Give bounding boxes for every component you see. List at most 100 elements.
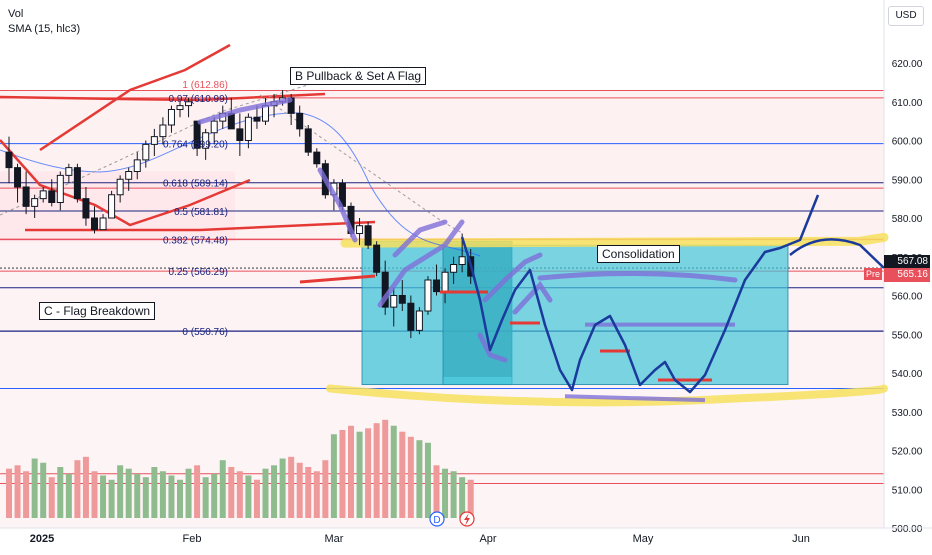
price-axis-tick-label: 510.00: [892, 485, 923, 496]
dividend-icon-circle: [429, 511, 445, 527]
candle-body: [167, 109, 175, 126]
breakdown-annotation[interactable]: C - Flag Breakdown: [39, 302, 156, 320]
time-axis-tick-label: Mar: [325, 533, 344, 545]
candle-body: [108, 194, 116, 219]
purple-freehand-7: [537, 270, 738, 283]
candle-body: [296, 112, 304, 130]
candle-body: [31, 198, 39, 207]
volume-bar: [91, 471, 98, 518]
purple-freehand-2: [392, 219, 448, 258]
price-axis-tick-label: 520.00: [892, 447, 923, 458]
volume-bar: [424, 442, 431, 518]
candle-body: [364, 225, 372, 246]
candle-body: [65, 167, 73, 176]
scenario-projection-path: [460, 194, 820, 394]
purple-range-bottom: [564, 394, 706, 403]
candle-body: [116, 178, 124, 196]
red-marker-0: [299, 274, 376, 284]
volume-bar: [142, 477, 149, 518]
volume-bar: [159, 471, 166, 518]
volume-bar: [390, 425, 397, 518]
price-axis-tick-label: 550.00: [892, 330, 923, 341]
candle-body: [373, 244, 381, 273]
purple-freehand-3: [377, 219, 465, 308]
volume-bar: [450, 471, 457, 518]
volume-bar: [322, 460, 329, 518]
candle-body: [450, 264, 458, 273]
volume-bar: [253, 479, 260, 518]
candle-body: [193, 120, 201, 149]
indicator-legend: Vol SMA (15, hlc3): [8, 7, 80, 37]
price-axis-tick-label: 540.00: [892, 369, 923, 380]
price-axis-tick-label: 530.00: [892, 408, 923, 419]
volume-bar: [399, 431, 406, 518]
volume-bar: [262, 468, 269, 518]
volume-bar: [442, 468, 449, 518]
price-axis-tick-label: 560.00: [892, 292, 923, 303]
volume-bar: [330, 434, 337, 518]
volume-bar: [117, 465, 124, 518]
last-price-tag: 567.08: [884, 255, 930, 269]
fib-top-label: 1 (612.86): [182, 80, 228, 91]
candle-body: [433, 279, 440, 293]
legend-volume: Vol: [8, 8, 24, 20]
candle-body: [313, 151, 321, 165]
volume-bar: [228, 467, 235, 518]
purple-freehand-5: [477, 332, 508, 363]
candle-body: [99, 217, 107, 231]
lightning-icon-bolt: [464, 513, 470, 526]
earnings-lightning-icon[interactable]: [459, 511, 475, 527]
volume-bar: [185, 468, 192, 518]
consolidation-annotation[interactable]: Consolidation: [597, 245, 680, 263]
fib-level-label: 0.618 (589.14): [163, 179, 228, 190]
purple-freehand-4: [482, 252, 543, 303]
volume-bar: [356, 431, 363, 518]
resistance-highlight: [340, 232, 889, 248]
volume-bar: [211, 473, 218, 518]
dividend-icon[interactable]: D: [429, 511, 445, 527]
volume-bar: [74, 460, 81, 518]
volume-bar: [373, 423, 380, 518]
purple-freehand-1: [317, 167, 358, 243]
candle-body: [415, 310, 423, 331]
candle-body: [262, 105, 269, 122]
breakdown-line: [25, 220, 376, 232]
candle-body: [150, 136, 158, 145]
volume-bar: [14, 465, 21, 518]
volume-bar: [245, 475, 252, 518]
volume-bar: [125, 468, 132, 518]
volume-bar: [168, 475, 175, 518]
volume-bar: [194, 465, 201, 518]
volume-bar: [40, 462, 47, 518]
time-axis-tick-label: May: [633, 533, 654, 545]
currency-button[interactable]: USD: [888, 6, 924, 26]
fib-level-label: 0.764 (599.20): [163, 140, 228, 151]
volume-bar: [271, 465, 278, 518]
volume-bar: [382, 419, 389, 518]
volume-bar: [23, 471, 30, 518]
candle-body: [142, 143, 150, 161]
fib-level-label: 0 (550.76): [182, 327, 228, 338]
candle-body: [236, 128, 244, 141]
volume-zone: [0, 390, 884, 528]
fib-level-label: 0.97 (610.99): [169, 94, 229, 105]
candle-body: [424, 279, 432, 312]
premarket-badge: Pre: [864, 268, 883, 280]
candle-body: [56, 174, 64, 203]
volume-bar: [467, 479, 474, 518]
legend-sma: SMA (15, hlc3): [8, 23, 81, 35]
volume-bar: [459, 477, 466, 518]
premarket-price-tag: 565.16: [884, 268, 930, 282]
pullback-annotation[interactable]: B Pullback & Set A Flag: [290, 67, 427, 85]
purple-freehand-6: [512, 280, 553, 315]
scenario-projection-tail: [789, 238, 885, 269]
volume-bar: [313, 471, 320, 518]
price-axis-tick-label: 580.00: [892, 214, 923, 225]
support-highlight: [326, 384, 888, 407]
price-axis-tick-label: 500.00: [892, 524, 923, 535]
volume-bar: [6, 468, 12, 518]
candle-body: [82, 198, 90, 219]
volume-bar: [202, 477, 209, 518]
